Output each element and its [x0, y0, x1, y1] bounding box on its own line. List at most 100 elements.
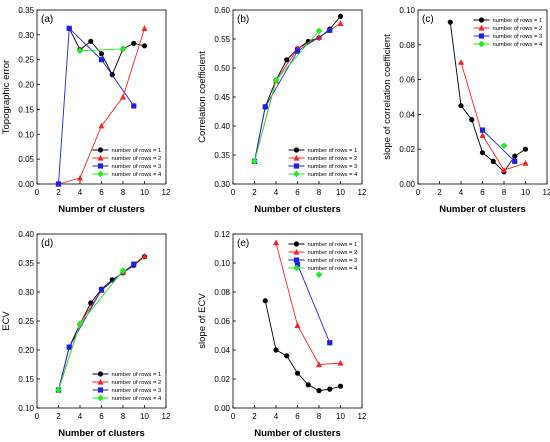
x-tick-label: 4 — [459, 188, 464, 197]
y-tick-label: 0.40 — [18, 230, 34, 239]
data-point-rows-1 — [273, 347, 279, 353]
data-point-rows-3 — [479, 127, 486, 133]
legend-label: number of rows = 2 — [492, 26, 542, 32]
x-tick-label: 0 — [35, 188, 40, 197]
data-point-rows-3 — [98, 287, 105, 293]
y-tick-label: 0.10 — [18, 404, 34, 413]
data-point-rows-1 — [88, 38, 94, 44]
x-tick-label: 2 — [56, 188, 61, 197]
y-tick-label: 0.00 — [214, 404, 230, 413]
legend-label: number of rows = 2 — [111, 380, 161, 386]
x-tick-label: 2 — [252, 412, 257, 421]
y-tick-label: 0.55 — [214, 35, 230, 44]
x-tick-label: 12 — [543, 188, 550, 197]
data-point-rows-4 — [119, 45, 127, 53]
y-axis-label: slope of ECV — [197, 293, 208, 349]
data-point-rows-3 — [294, 48, 301, 54]
data-point-rows-2 — [522, 159, 529, 166]
series-line-rows-2 — [275, 242, 341, 365]
y-tick-label: 0.50 — [214, 64, 230, 73]
legend-label: number of rows = 1 — [307, 242, 357, 248]
x-tick-label: 8 — [317, 188, 322, 197]
data-point-rows-2 — [77, 174, 83, 181]
series-line-rows-3 — [482, 129, 516, 162]
y-tick-label: 0.30 — [18, 288, 34, 297]
data-point-rows-1 — [458, 103, 464, 109]
legend-label: number of rows = 2 — [307, 156, 357, 162]
legend-label: number of rows = 2 — [307, 250, 357, 256]
legend-marker — [97, 394, 104, 402]
y-tick-label: 0.15 — [18, 375, 34, 384]
x-axis-label: Number of clusters — [58, 204, 145, 215]
data-point-rows-4 — [315, 271, 323, 278]
series-line-rows-3 — [58, 27, 135, 185]
y-tick-label: 0.20 — [18, 346, 34, 355]
data-point-rows-3 — [262, 104, 268, 110]
legend-marker — [293, 154, 300, 161]
x-tick-label: 8 — [502, 188, 507, 197]
legend-label: number of rows = 1 — [111, 148, 161, 154]
legend-marker — [478, 24, 485, 31]
data-point-rows-3 — [66, 25, 72, 31]
x-tick-label: 4 — [78, 412, 83, 421]
data-point-rows-2 — [294, 322, 301, 328]
panel-c: 0 2 4 6 8 10 12 0.00 0.02 0.04 0.06 0.08 0.10 (c) Numb… — [382, 6, 550, 215]
y-tick-label: 0.08 — [214, 288, 230, 297]
legend-marker — [293, 248, 300, 255]
legend-marker — [293, 170, 300, 178]
y-tick-label: 0.20 — [18, 81, 34, 90]
y-tick-label: 0.10 — [399, 6, 415, 15]
x-tick-label: 4 — [274, 412, 279, 421]
y-tick-label: 0.08 — [399, 41, 415, 50]
data-point-rows-2 — [120, 93, 126, 100]
x-tick-label: 2 — [252, 188, 257, 197]
y-tick-label: 0.10 — [18, 130, 34, 139]
series-line-rows-3 — [58, 263, 135, 391]
legend-marker — [97, 147, 104, 153]
x-tick-label: 12 — [358, 188, 367, 197]
x-axis-label: Number of clusters — [254, 204, 341, 215]
data-point-rows-2 — [458, 59, 464, 65]
series-line-rows-4 — [254, 30, 320, 162]
data-point-rows-1 — [141, 43, 148, 49]
panel-a: 0 2 4 6 8 10 12 0.00 0.05 0.10 0.15 0.20 0.25 0.30 0.3… — [1, 6, 171, 215]
data-point-rows-4 — [76, 320, 84, 328]
legend-marker — [97, 170, 104, 178]
y-tick-label: 0.25 — [18, 56, 34, 65]
data-point-rows-1 — [337, 383, 344, 389]
x-tick-label: 10 — [140, 188, 149, 197]
legend-label: number of rows = 3 — [307, 164, 357, 170]
legend-marker — [293, 264, 300, 272]
y-tick-label: 0.05 — [18, 155, 34, 164]
series-line-rows-2 — [460, 62, 526, 171]
legend-label: number of rows = 2 — [111, 156, 161, 162]
data-point-rows-3 — [327, 340, 333, 346]
y-tick-label: 0.30 — [214, 180, 230, 189]
legend-label: number of rows = 3 — [492, 34, 542, 40]
series-line-rows-1 — [58, 256, 145, 391]
x-tick-label: 0 — [35, 412, 40, 421]
legend-marker — [97, 371, 104, 377]
x-tick-label: 2 — [437, 188, 442, 197]
series-line-rows-1 — [264, 300, 341, 392]
legend-marker — [478, 17, 485, 23]
legend-label: number of rows = 4 — [307, 266, 358, 272]
series-line-rows-3 — [297, 264, 331, 343]
y-tick-label: 0.15 — [18, 105, 34, 114]
x-tick-label: 2 — [56, 412, 61, 421]
data-point-rows-3 — [131, 103, 137, 109]
legend-label: number of rows = 3 — [111, 164, 161, 170]
x-tick-label: 10 — [336, 188, 345, 197]
panel-label: (e) — [237, 238, 249, 249]
y-tick-label: 0.40 — [214, 122, 230, 131]
x-tick-label: 4 — [274, 188, 279, 197]
legend-marker — [293, 257, 300, 263]
x-tick-label: 0 — [231, 188, 236, 197]
legend-marker — [97, 154, 104, 161]
legend-label: number of rows = 4 — [307, 172, 358, 178]
y-tick-label: 0.06 — [214, 317, 230, 326]
legend-marker — [97, 378, 104, 385]
y-tick-label: 0.02 — [214, 375, 230, 384]
legend-marker — [478, 33, 485, 39]
data-point-rows-3 — [327, 27, 333, 33]
